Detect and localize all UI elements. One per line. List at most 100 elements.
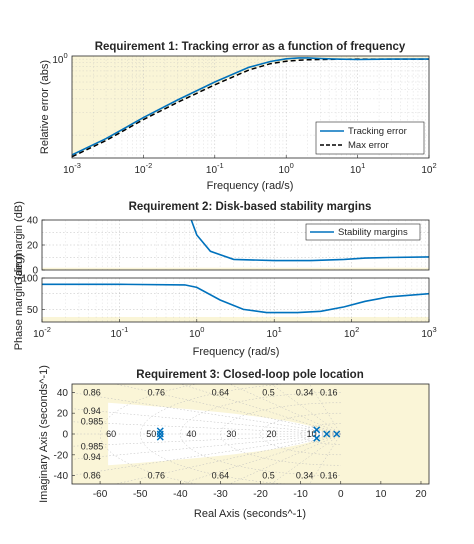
panel1-y-ticks: 100	[52, 51, 67, 66]
damping-ray	[228, 433, 341, 484]
damping-label: 0.5	[262, 471, 275, 481]
panel2-phase-region	[42, 316, 429, 322]
pole-marker	[333, 430, 341, 438]
panel1-x-ticks: 10-3 10-2 10-1 100 101 102	[63, 155, 437, 176]
panel3-grid-labels: 0.86 0.86 0.76 0.76 0.64 0.64 0.5 0.5 0.34 0.34 0.…	[81, 387, 338, 480]
y-tick-label: 20	[27, 241, 39, 252]
panel2-legend: Stability margins	[305, 223, 421, 241]
frequency-label: 20	[267, 429, 277, 439]
phase-margin-line	[42, 283, 429, 314]
pole-marker	[313, 426, 321, 434]
y-tick-label: 40	[27, 216, 39, 227]
panel3-poles	[156, 426, 341, 442]
y-tick-label: 20	[57, 409, 69, 420]
panel1-y-label: Relative error (abs)	[39, 60, 51, 154]
x-tick-label: -50	[133, 489, 148, 500]
x-tick-label: 10-1	[111, 325, 129, 340]
damping-ray	[72, 433, 341, 476]
panel2-gain-shaded-region	[42, 267, 429, 270]
panel2-phase-series	[42, 283, 429, 314]
damping-label: 0.76	[147, 387, 165, 397]
pole-marker	[313, 434, 321, 442]
x-tick-label: 20	[415, 489, 427, 500]
x-tick-label: 102	[344, 325, 359, 340]
damping-label: 0.16	[320, 387, 338, 397]
x-tick-label: -40	[173, 489, 188, 500]
panel3-allowed-region	[108, 384, 429, 484]
y-tick-label: 0	[62, 430, 68, 441]
x-tick-label: 100	[189, 325, 204, 340]
panel1-x-label: Frequency (rad/s)	[207, 180, 294, 192]
x-tick-label: 101	[267, 325, 282, 340]
damping-label: 0.5	[262, 387, 275, 397]
y-tick-label: 100	[52, 51, 67, 66]
x-tick-label: 100	[279, 161, 294, 176]
damping-label: 0.34	[296, 387, 314, 397]
frequency-label: 10	[307, 429, 317, 439]
x-tick-label: 10-1	[206, 161, 224, 176]
damping-ray	[72, 433, 341, 460]
x-tick-label: -10	[293, 489, 308, 500]
damping-ray	[270, 384, 341, 435]
panel2-x-ticks: 10-2 10-1 100 101 102 103	[33, 319, 437, 340]
damping-ray	[179, 384, 341, 435]
panel2-gain-series	[190, 220, 429, 262]
x-tick-label: 10-3	[63, 161, 81, 176]
damping-label: 0.985	[81, 442, 104, 452]
damping-label: 0.86	[83, 387, 101, 397]
legend-tracking-label: Tracking error	[348, 126, 407, 137]
legend-max-label: Max error	[348, 140, 389, 151]
damping-label: 0.64	[212, 387, 230, 397]
tracking-error-line	[72, 57, 429, 156]
damping-ray	[72, 392, 341, 435]
x-tick-label: -60	[93, 489, 108, 500]
x-tick-label: -30	[213, 489, 228, 500]
frequency-arc	[300, 423, 341, 445]
panel2-phase-y-label: Phase margin (deg)	[13, 254, 25, 351]
legend-margins-label: Stability margins	[338, 227, 408, 238]
panel2-phase-axes-box	[41, 277, 430, 323]
panel3-y-label: Imaginary Axis (seconds^-1)	[38, 365, 50, 503]
damping-ray	[72, 433, 341, 447]
panel1-legend: Tracking error Max error	[315, 121, 425, 155]
damping-label: 0.64	[212, 471, 230, 481]
y-tick-label: -20	[54, 450, 69, 461]
y-tick-label: 0	[32, 266, 38, 277]
panel1-region	[72, 56, 429, 157]
x-tick-label: 10-2	[33, 325, 51, 340]
damping-label: 0.94	[83, 406, 101, 416]
panel3-x-label: Real Axis (seconds^-1)	[194, 508, 306, 520]
damping-label: 0.985	[81, 417, 104, 427]
panel2-gain-y-ticks: 0 20 40	[27, 216, 45, 277]
frequency-label: 40	[186, 429, 196, 439]
panel1-axes-box	[71, 55, 430, 159]
gain-margin-line	[190, 220, 429, 262]
damping-label: 0.86	[83, 471, 101, 481]
pole-marker	[156, 433, 164, 441]
frequency-label: 60	[106, 429, 116, 439]
panel2-phase-shaded-region	[42, 316, 429, 322]
pole-marker	[323, 430, 331, 438]
frequency-arc	[220, 402, 341, 466]
frequency-label: 50	[146, 429, 156, 439]
panel2-phase-y-ticks: 50 100	[21, 274, 45, 316]
panel1-shaded-region	[72, 56, 429, 157]
x-tick-label: 0	[338, 489, 344, 500]
panel3-x-ticks: -60 -50 -40 -30 -20 -10 0 10 20	[93, 481, 427, 500]
x-tick-label: -20	[253, 489, 268, 500]
panel2-x-label: Frequency (rad/s)	[193, 346, 280, 358]
x-tick-label: 10	[375, 489, 387, 500]
allowed-pole-region	[108, 402, 325, 466]
panel1-series	[72, 57, 429, 158]
panel3-y-ticks: -40 -20 0 20 40	[54, 388, 75, 482]
x-tick-label: 101	[350, 161, 365, 176]
damping-label: 0.94	[83, 452, 101, 462]
panel1-title: Requirement 1: Tracking error as a funct…	[95, 41, 406, 53]
damping-label: 0.76	[147, 471, 165, 481]
damping-ray	[179, 433, 341, 484]
frequency-arc	[180, 392, 341, 476]
damping-label: 0.34	[296, 471, 314, 481]
panel3-sgrid	[72, 384, 341, 484]
panel3-title: Requirement 3: Closed-loop pole location	[136, 369, 363, 381]
